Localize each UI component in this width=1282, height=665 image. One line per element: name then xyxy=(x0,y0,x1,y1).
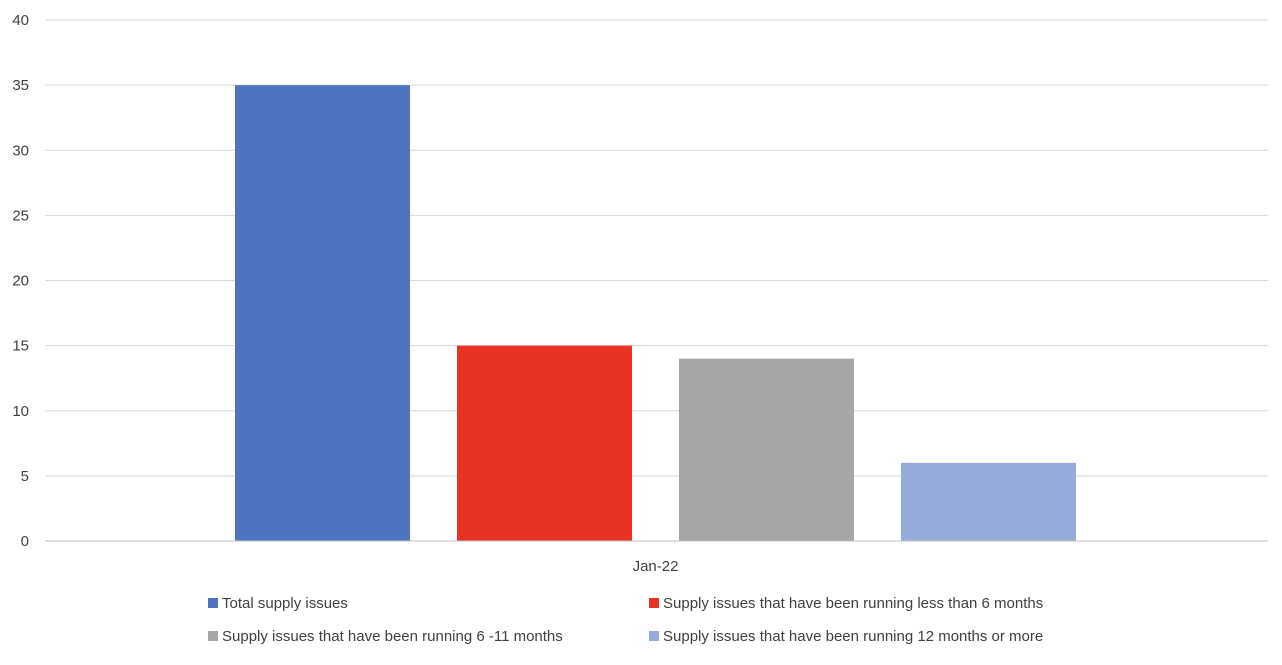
legend-item: Total supply issues xyxy=(208,595,348,612)
bar-series-3 xyxy=(679,358,854,541)
y-tick-label: 40 xyxy=(12,12,29,29)
legend-item: Supply issues that have been running les… xyxy=(649,595,1043,612)
legend-swatch xyxy=(649,631,659,641)
bar-series-4 xyxy=(901,462,1076,541)
legend-item: Supply issues that have been running 6 -… xyxy=(208,628,563,645)
legend-item: Supply issues that have been running 12 … xyxy=(649,628,1043,645)
y-tick-label: 15 xyxy=(12,338,29,355)
y-tick-label: 35 xyxy=(12,77,29,94)
legend-label: Supply issues that have been running 12 … xyxy=(663,628,1043,645)
legend-swatch xyxy=(208,631,218,641)
y-tick-label: 10 xyxy=(12,403,29,420)
x-tick-label: Jan-22 xyxy=(633,558,679,575)
y-tick-label: 30 xyxy=(12,142,29,159)
y-tick-label: 20 xyxy=(12,273,29,290)
y-tick-label: 0 xyxy=(21,533,29,550)
legend-swatch xyxy=(208,598,218,608)
bar-series-2 xyxy=(457,345,632,541)
y-tick-label: 5 xyxy=(21,468,29,485)
bar-series-1 xyxy=(235,85,410,541)
legend-label: Supply issues that have been running les… xyxy=(663,595,1043,612)
legend-label: Supply issues that have been running 6 -… xyxy=(222,628,563,645)
legend-swatch xyxy=(649,598,659,608)
legend-label: Total supply issues xyxy=(222,595,348,612)
y-tick-label: 25 xyxy=(12,207,29,224)
gridlines xyxy=(45,19,1268,477)
bars xyxy=(235,85,1076,541)
x-axis-ticks: Jan-22 xyxy=(633,558,679,575)
y-axis-ticks: 0 5 10 15 20 25 30 35 40 xyxy=(12,12,29,550)
legend: Total supply issues Supply issues that ha… xyxy=(208,595,1043,645)
